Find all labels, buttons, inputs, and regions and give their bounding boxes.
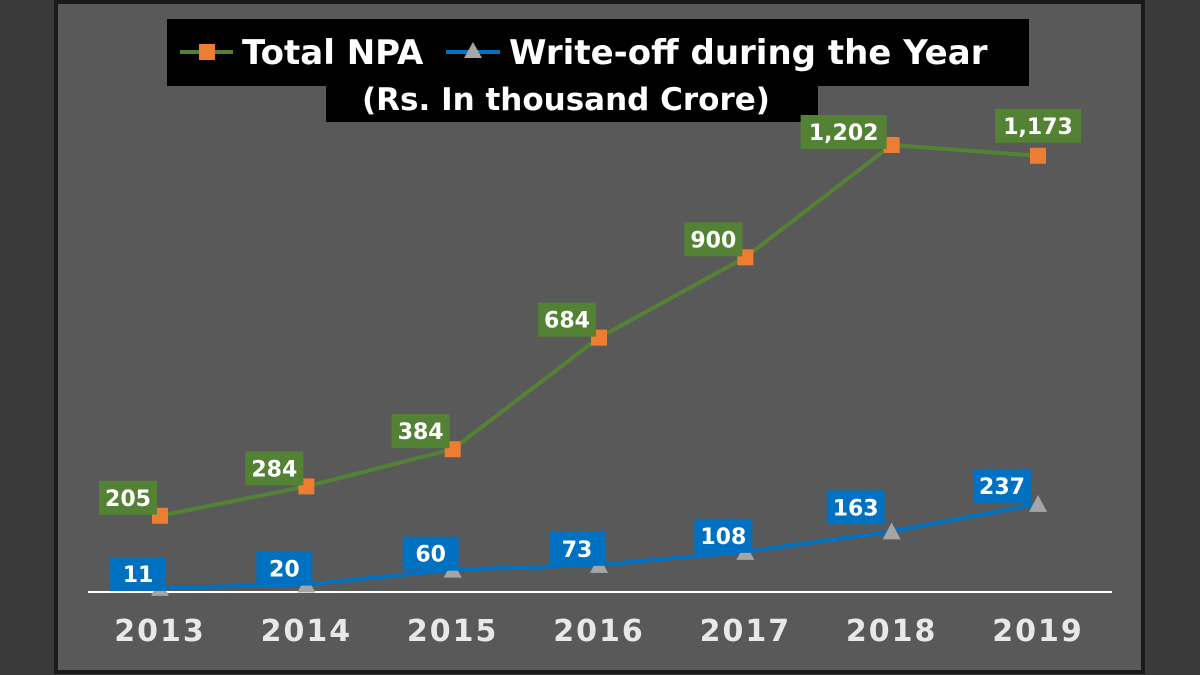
data-label-box-write-off-2019 — [973, 468, 1031, 503]
data-label-total-npa-2016: 684 — [544, 309, 590, 334]
data-label-total-npa-2013: 205 — [105, 487, 151, 512]
data-point-total-npa-2019 — [1030, 147, 1046, 164]
x-tick-label-2018: 2018 — [846, 614, 938, 649]
data-label-write-off-2018: 163 — [833, 496, 879, 521]
data-label-write-off-2013: 11 — [123, 563, 154, 588]
data-label-box-write-off-2018 — [826, 490, 885, 525]
x-tick-label-2014: 2014 — [261, 614, 353, 649]
data-label-box-total-npa-2014 — [245, 451, 304, 486]
data-label-box-write-off-2017 — [694, 518, 753, 553]
x-tick-label-2013: 2013 — [114, 614, 206, 649]
x-tick-label-2019: 2019 — [992, 614, 1084, 649]
legend-label-total-npa: Total NPA — [242, 33, 424, 73]
data-label-box-total-npa-2013 — [99, 480, 157, 515]
legend-square-marker-icon — [199, 44, 215, 60]
legend-triangle-marker-icon — [464, 42, 482, 58]
data-label-write-off-2019: 237 — [979, 475, 1025, 500]
x-tick-label-2017: 2017 — [700, 614, 792, 649]
data-label-write-off-2017: 108 — [700, 525, 746, 550]
data-label-total-npa-2019: 1,173 — [1003, 115, 1073, 140]
data-label-box-total-npa-2018 — [800, 115, 887, 149]
data-label-box-write-off-2016 — [549, 531, 605, 566]
data-label-box-write-off-2015 — [402, 536, 459, 571]
legend-box — [167, 19, 1029, 86]
data-label-total-npa-2014: 284 — [251, 457, 297, 482]
data-label-total-npa-2017: 900 — [690, 228, 736, 253]
data-label-box-total-npa-2015 — [391, 414, 450, 449]
data-label-box-write-off-2013 — [110, 556, 166, 591]
x-tick-label-2016: 2016 — [553, 614, 645, 649]
data-label-box-write-off-2014 — [256, 551, 313, 586]
legend-entry-total-npa: Total NPA — [180, 33, 424, 73]
x-axis-ticks: 2013 2014 2015 2016 2017 2018 2019 — [114, 614, 1084, 649]
subtitle-box — [326, 79, 818, 122]
data-label-write-off-2015: 60 — [415, 543, 446, 568]
data-label-box-total-npa-2019 — [995, 108, 1081, 143]
data-label-box-total-npa-2017 — [684, 222, 743, 257]
x-tick-label-2015: 2015 — [407, 614, 499, 649]
legend-entry-write-off: Write-off during the Year — [446, 33, 988, 73]
data-label-box-total-npa-2016 — [538, 302, 596, 337]
data-label-write-off-2016: 73 — [562, 538, 593, 563]
data-label-total-npa-2018: 1,202 — [809, 121, 879, 146]
data-labels: 205 284 384 684 900 1,202 1,173 11 20 60 73 108 163 2… — [99, 108, 1081, 591]
legend-label-write-off: Write-off during the Year — [509, 33, 988, 73]
data-point-write-off-2018 — [882, 522, 901, 540]
data-label-write-off-2014: 20 — [269, 558, 300, 583]
chart-subtitle: (Rs. In thousand Crore) — [362, 82, 770, 118]
data-point-total-npa-2018 — [883, 137, 900, 153]
data-label-total-npa-2015: 384 — [398, 420, 444, 445]
data-point-write-off-2019 — [1029, 494, 1047, 512]
